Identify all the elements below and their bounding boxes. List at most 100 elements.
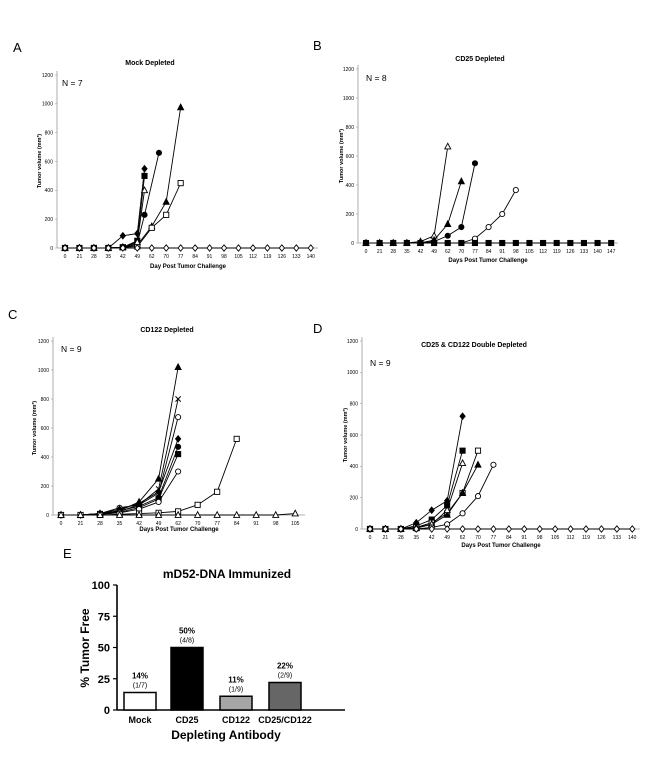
panel-d-series-4-point — [443, 505, 451, 514]
panel-a-series-6-point — [105, 244, 112, 252]
panel-b-series-3-point — [485, 223, 492, 231]
panel-a-xtick-label: 21 — [77, 254, 83, 260]
panel-label-c: C — [8, 307, 18, 322]
panel-d-series-6-point — [582, 525, 590, 533]
panel-a-series-6-point — [293, 244, 300, 252]
panel-b-series-4-point — [417, 239, 424, 247]
panel-d-series-6-point — [459, 525, 466, 533]
panel-c-series-1-point — [175, 396, 182, 402]
panel-b-series-3-line — [366, 189, 517, 244]
panel-e-bar — [219, 695, 253, 711]
panel-d-series-6-point — [551, 525, 559, 533]
panel-b-ytick-label: 1000 — [343, 96, 354, 102]
panel-b-xtick-label: 0 — [365, 249, 368, 255]
panel-d-series-6-point — [443, 525, 451, 533]
panel-d-ytick-label: 800 — [350, 401, 359, 407]
panel-c-series-8-point — [135, 510, 143, 518]
panel-d-ytick-label: 400 — [350, 464, 359, 470]
panel-a-xtick-label: 112 — [249, 254, 257, 260]
panel-a-n-label: N = 7 — [62, 78, 83, 88]
panel-label-b: B — [313, 38, 322, 53]
panel-c-series-0-point — [174, 362, 182, 370]
panel-a-series-4-line — [65, 168, 145, 249]
panel-d-series-6-point — [366, 525, 374, 533]
panel-b-series-4-point — [471, 239, 479, 247]
panel-d-xtick-label: 119 — [582, 535, 590, 541]
panel-c-series-8-point — [154, 510, 163, 518]
panel-d-xtick-label: 77 — [491, 535, 497, 541]
panel-d-series-6-point — [536, 525, 543, 533]
panel-d-series-3-point — [443, 510, 451, 518]
panel-c-xtick-label: 98 — [273, 521, 279, 527]
panel-d-ytick-label: 600 — [350, 433, 359, 439]
panel-b-series-4-point — [594, 239, 601, 247]
panel-a-xtick-label: 0 — [64, 254, 67, 260]
panel-c-series-8-point — [57, 510, 65, 518]
panel-e-pct-label: 22% — [277, 662, 293, 671]
panel-a-series-6-point — [220, 244, 228, 252]
panel-d-xtick-label: 84 — [506, 535, 512, 541]
panel-b-ytick-label: 200 — [346, 212, 355, 218]
panel-a-title: Mock Depleted — [125, 60, 174, 67]
panel-c-xlabel: Days Post Tumor Challenge — [139, 527, 219, 533]
panel-d-xtick-label: 140 — [628, 535, 637, 541]
panel-c-series-7-point — [233, 435, 240, 442]
panel-d-series-3-line — [370, 464, 479, 530]
panel-c-series-8-point — [291, 509, 299, 517]
panel-b-xlabel: Days Post Tumor Challenge — [448, 258, 528, 264]
panel-a-series-6-point — [163, 244, 170, 252]
panel-d-series-6-point — [474, 525, 482, 533]
panel-e-title: mD52-DNA Immunized — [163, 567, 291, 581]
panel-a-series-2-point — [163, 211, 170, 218]
panel-b-xtick-label: 133 — [580, 249, 589, 255]
panel-b-series-4-point — [376, 239, 383, 247]
panel-c-xtick-label: 49 — [156, 521, 162, 527]
panel-b-xtick-label: 140 — [593, 249, 602, 255]
panel-c-ytick-label: 600 — [41, 426, 50, 432]
panel-b-ytick-label: 1200 — [343, 67, 354, 73]
panel-a-series-6-point — [119, 244, 127, 252]
panel-a-xtick-label: 105 — [234, 254, 243, 260]
panel-d-ylabel: Tumor volume (mm³) — [342, 408, 349, 462]
panel-b-ytick-label: 400 — [346, 183, 355, 189]
panel-c-series-8-point — [271, 510, 280, 518]
panel-a-series-6-point — [61, 244, 69, 252]
panel-a-xtick-label: 77 — [178, 254, 184, 260]
panel-c-xtick-label: 35 — [117, 521, 123, 527]
panel-d-series-6-point — [567, 525, 574, 533]
panel-c-n-label: N = 9 — [61, 344, 82, 354]
panel-e-ytick-label: 25 — [98, 674, 110, 686]
panel-a-series-3-point — [141, 172, 148, 179]
panel-label-d: D — [313, 321, 323, 336]
panel-e-bar — [123, 691, 157, 711]
panel-a-xtick-label: 119 — [263, 254, 271, 260]
panel-e-bar — [268, 681, 302, 711]
panel-a-series-5-line — [65, 190, 145, 249]
panel-b-ytick-label: 0 — [351, 241, 354, 247]
panel-a-series-2-point — [177, 180, 184, 187]
panel-d-ytick-label: 1000 — [347, 370, 358, 376]
panel-b-series-1-point — [458, 223, 465, 231]
panel-a-xtick-label: 49 — [135, 254, 141, 260]
panel-a-xtick-label: 98 — [221, 254, 227, 260]
panel-c-title: CD122 Depleted — [140, 327, 193, 334]
panel-e-category-label: CD25 — [175, 715, 198, 725]
panel-e-pct-label: 50% — [179, 627, 195, 636]
panel-a-xtick-label: 126 — [278, 254, 287, 260]
panel-c-series-8-point — [115, 510, 124, 518]
panel-b-series-4-point — [431, 239, 438, 247]
panel-d-xtick-label: 133 — [613, 535, 622, 541]
panel-b-series-0-point — [443, 142, 452, 150]
panel-d-xtick-label: 42 — [429, 535, 435, 541]
panel-d-xtick-label: 70 — [475, 535, 481, 541]
panel-c-xtick-label: 21 — [78, 521, 84, 527]
panel-b-xtick-label: 147 — [607, 249, 616, 255]
panel-c-xtick-label: 105 — [291, 521, 300, 527]
panel-e-pct-label: 11% — [228, 675, 244, 684]
panel-a-xlabel: Day Post Tumor Challenge — [150, 264, 227, 270]
panel-c-series-8-point — [232, 510, 241, 518]
panel-c-series-7-point — [194, 501, 201, 508]
panel-label-a: A — [13, 40, 22, 55]
panel-c-ytick-label: 0 — [46, 513, 49, 519]
